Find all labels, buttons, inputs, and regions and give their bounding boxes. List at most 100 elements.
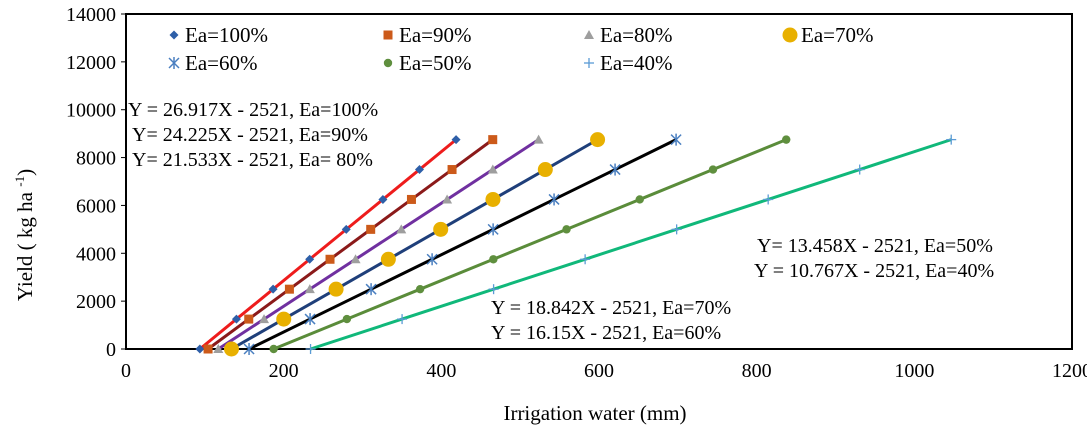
point-ea40-0 [305,344,316,354]
legend-marker-ea100 [169,30,179,40]
point-ea100-5 [378,194,388,204]
point-ea100-1 [231,314,241,324]
legend-label-ea90: Ea=90% [399,23,472,47]
point-ea70-2 [328,281,344,297]
point-ea60-0 [243,343,255,355]
point-ea50-4 [562,225,571,234]
point-ea70-4 [433,221,449,237]
point-ea80-4 [396,224,407,234]
legend-label-ea50: Ea=50% [399,51,472,75]
point-ea40-5 [763,194,774,205]
point-ea70-5 [485,191,501,207]
point-ea60-7 [670,133,682,146]
point-ea80-2 [304,284,315,294]
fit-line-ea60 [248,138,677,351]
point-ea70-0 [223,341,239,357]
y-tick-label-4000: 4000 [76,243,116,265]
point-ea80-5 [442,194,453,204]
fit-line-ea70 [230,138,599,351]
legend-marker-ea70 [782,27,798,43]
point-ea50-3 [489,255,498,264]
point-ea90-3 [325,254,335,264]
equation-ea90: Y= 24.225X - 2521, Ea=90% [132,124,368,146]
point-ea100-0 [195,344,205,354]
equation-ea60: Y = 16.15X - 2521, Ea=60% [491,322,721,344]
legend-label-ea80: Ea=80% [600,23,673,47]
equation-ea70: Y = 18.842X - 2521, Ea=70% [491,297,731,319]
point-ea70-7 [590,132,606,148]
point-ea50-7 [782,135,791,144]
equation-ea80: Y= 21.533X - 2521, Ea= 80% [132,149,373,171]
point-ea50-1 [342,314,352,324]
legend-marker-ea90 [383,30,393,40]
x-tick-label-400: 400 [426,360,456,382]
equation-ea40: Y = 10.767X - 2521, Ea=40% [754,260,994,282]
point-ea50-0 [269,344,278,354]
y-tick-label-2000: 2000 [76,291,116,313]
point-ea40-3 [580,254,591,265]
y-tick-label-8000: 8000 [76,148,116,170]
point-ea60-6 [609,163,621,176]
point-ea60-1 [304,313,316,326]
point-ea40-2 [488,284,499,295]
point-ea60-4 [487,223,499,236]
x-axis-title: Irrigation water (mm) [503,401,686,425]
legend-label-ea70: Ea=70% [801,23,874,47]
legend-marker-ea60 [168,57,180,69]
legend-label-ea60: Ea=60% [185,51,258,75]
point-ea100-6 [414,165,424,175]
plot-frame [125,13,1073,350]
y-tick-label-14000: 14000 [66,4,116,26]
point-ea100-7 [451,135,461,145]
fit-line-ea80 [217,138,540,351]
point-ea80-7 [533,134,544,144]
point-ea40-6 [854,164,865,175]
y-tick-label-10000: 10000 [66,100,116,122]
point-ea100-2 [268,284,278,294]
point-ea80-1 [259,314,270,324]
point-ea50-2 [415,284,425,294]
point-ea70-6 [537,162,553,178]
y-tick-label-12000: 12000 [66,52,116,74]
data-markers [195,132,957,357]
x-tick-label-800: 800 [742,360,772,382]
point-ea40-4 [671,224,682,235]
point-ea90-6 [447,165,457,175]
point-ea60-3 [426,253,438,266]
y-axis-title-group: Yield ( kg ha -1) [12,169,37,301]
legend-marker-ea80 [584,30,594,39]
x-tick-label-1200: 1200 [1052,360,1087,382]
point-ea50-6 [708,165,718,174]
fit-line-ea90 [207,138,494,351]
y-tick-label-0: 0 [106,339,116,361]
legend-marker-ea40 [584,58,594,68]
legend-label-ea40: Ea=40% [600,51,673,75]
x-tick-label-600: 600 [584,360,614,382]
fit-line-ea50 [273,138,787,351]
point-ea40-7 [946,134,957,145]
point-ea90-5 [406,194,416,204]
point-ea50-5 [635,195,644,204]
point-ea80-0 [213,344,224,353]
point-ea90-4 [366,224,376,234]
point-ea80-3 [350,254,361,264]
fit-line-ea40 [310,138,952,351]
y-tick-label-6000: 6000 [76,195,116,217]
equation-ea100: Y = 26.917X - 2521, Ea=100% [128,99,378,121]
point-ea40-1 [397,314,408,325]
fit-lines [198,138,952,351]
axes: 0 200 400 600 800 1000 12000200040006000800010… [66,4,1087,382]
point-ea70-3 [380,251,396,267]
fit-line-ea100 [198,138,458,351]
y-axis-title: Yield ( kg ha -1) [12,169,37,301]
point-ea90-2 [284,284,294,294]
equation-ea50: Y= 13.458X - 2521, Ea=50% [757,235,993,257]
point-ea60-5 [548,193,560,206]
point-ea80-6 [487,164,498,174]
x-tick-label-0: 0 [121,360,131,382]
point-ea70-1 [276,311,292,327]
point-ea100-3 [305,254,315,264]
legend-marker-ea50 [383,58,393,68]
point-ea100-4 [341,224,351,234]
